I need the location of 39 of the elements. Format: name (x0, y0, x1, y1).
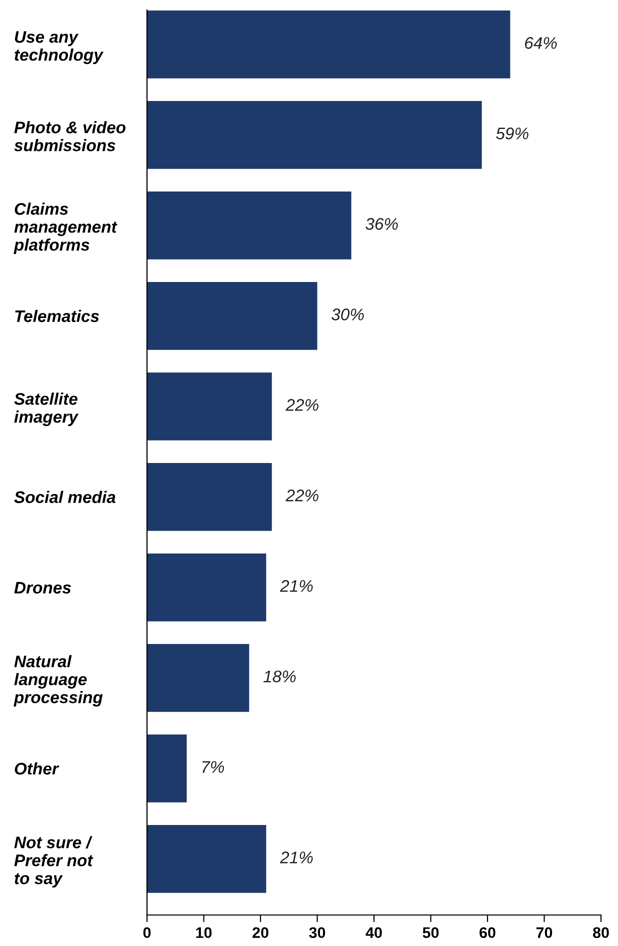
bar (147, 734, 187, 802)
x-tick-label: 10 (196, 927, 212, 938)
bar (147, 553, 266, 622)
y-tick-label: Photo & video submissions (14, 121, 126, 152)
data-label: 30% (332, 308, 364, 320)
data-label: 18% (263, 670, 296, 682)
data-label: 7% (202, 761, 224, 773)
data-label: 36% (366, 218, 398, 230)
data-label: 21% (280, 580, 313, 592)
bar (147, 462, 272, 531)
y-tick-label: Natural language processing (14, 655, 103, 707)
data-label: 22% (286, 399, 318, 411)
x-tick-label: 70 (536, 927, 552, 938)
data-label: 22% (286, 490, 318, 502)
x-tick-label: 20 (252, 927, 268, 938)
data-label: 21% (280, 852, 313, 864)
y-tick-label: Satellite imagery (14, 392, 79, 426)
y-tick-label: Use any technology (14, 31, 104, 64)
y-tick-label: Social media (14, 490, 116, 504)
y-tick-label: Not sure / Prefer not to say (14, 836, 94, 888)
x-tick-label: 0 (143, 927, 151, 938)
bar (147, 824, 266, 893)
x-tick-label: 40 (366, 927, 382, 938)
x-tick-label: 60 (480, 927, 496, 938)
y-tick-label: Claims management platforms (14, 202, 118, 254)
x-tick-label: 80 (592, 927, 609, 938)
y-tick-label: Telematics (15, 310, 99, 322)
bar (147, 10, 510, 78)
y-tick-label: Other (14, 762, 60, 775)
y-tick-label: Drones (14, 582, 71, 594)
data-label: 59% (496, 128, 528, 140)
bar (147, 191, 352, 260)
x-tick-label: 30 (309, 927, 326, 938)
data-label: 64% (525, 37, 557, 49)
bar (147, 282, 318, 350)
bar (147, 644, 250, 712)
bar (147, 372, 272, 440)
x-tick-label: 50 (422, 927, 439, 938)
bar (147, 100, 482, 169)
